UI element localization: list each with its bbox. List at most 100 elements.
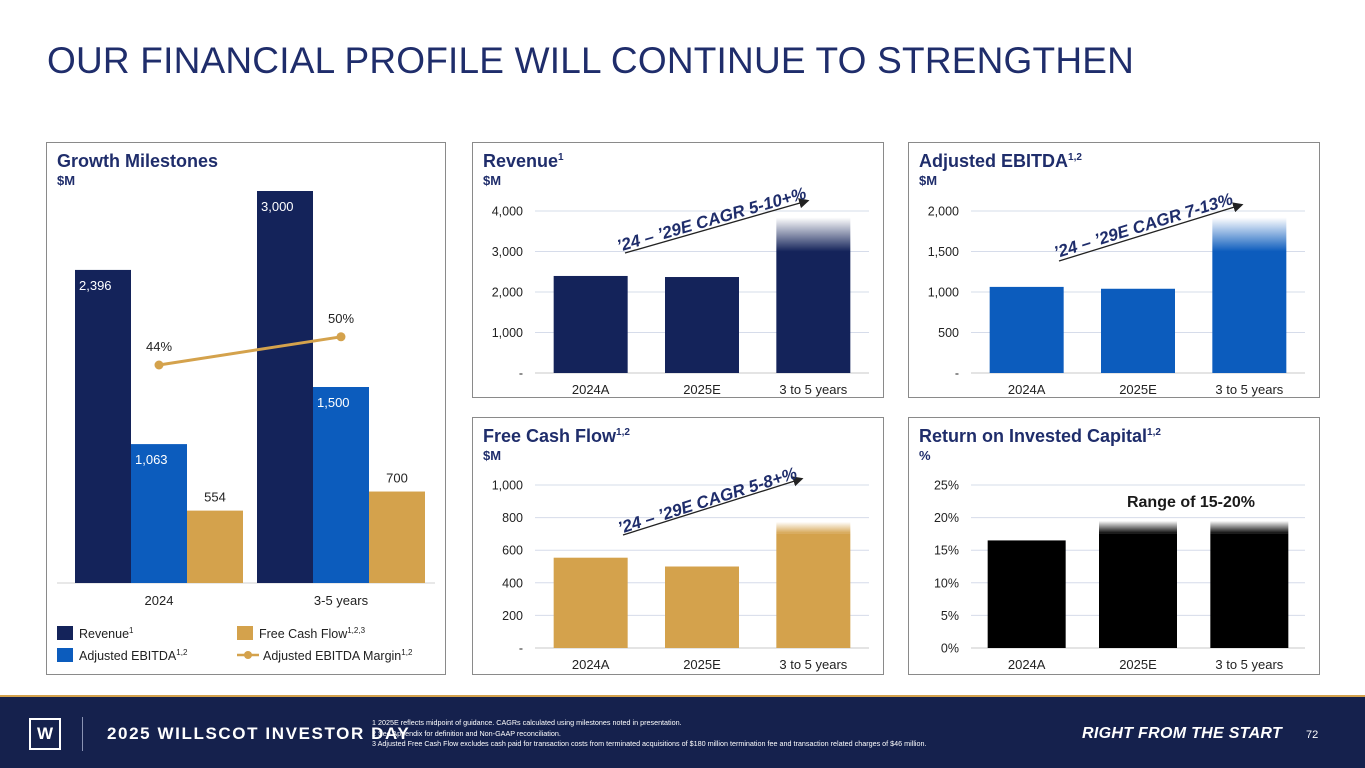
svg-revenue-tick-label: 3,000: [492, 245, 523, 259]
growth-category-label: 3-5 years: [314, 593, 369, 608]
legend-adj-ebitda-sup: 1,2: [176, 648, 188, 657]
revenue-unit: $M: [483, 173, 502, 188]
svg-roic-tick-label: 10%: [934, 576, 959, 590]
svg-fcf-cagr-annotation: ’24 – ’29E CAGR 5-8+%: [615, 464, 799, 538]
growth-milestones-panel: Growth Milestones $M 2,396 1,063 554 2024 3,…: [46, 142, 446, 675]
revenue-title: Revenue1: [483, 151, 564, 172]
growth-bar-1-1: [313, 387, 369, 583]
svg-roic-bar-2: [1210, 533, 1289, 648]
svg-revenue-bar-0: [553, 275, 628, 373]
svg-revenue-tick-label: 4,000: [492, 205, 523, 219]
roic-unit: %: [919, 448, 931, 463]
svg-revenue-cagr-arrow: [624, 198, 810, 254]
svg-fcf-cagr-arrow: [622, 476, 804, 536]
fcf-chart: - 200 400 600 800 1,000 2024A 2025E 3 to 5 years…: [492, 464, 869, 672]
legend-margin-sup: 1,2: [401, 648, 413, 657]
page-title: OUR FINANCIAL PROFILE WILL CONTINUE TO S…: [47, 40, 1135, 81]
svg-roic-bar-0: [987, 540, 1066, 648]
svg-roic-tick-label: 20%: [934, 511, 959, 525]
margin-line: [158, 335, 342, 367]
legend-revenue: Revenue1: [57, 626, 134, 641]
growth-data-label: 1,500: [317, 395, 350, 410]
legend-fcf-sup: 1,2,3: [347, 626, 366, 635]
svg-fcf-tick-label: 600: [502, 544, 523, 558]
legend-margin-label: Adjusted EBITDA Margin: [263, 649, 402, 664]
fcf-panel: Free Cash Flow1,2 $M - 200 400 600 800 1,000 2…: [472, 417, 884, 675]
footnote-2: 2 See Appendix for definition and Non-GA…: [372, 728, 561, 738]
growth-data-label: 3,000: [261, 199, 294, 214]
legend-adj-ebitda: Adjusted EBITDA1,2: [57, 648, 187, 663]
growth-bar-1-0: [131, 444, 187, 583]
svg-revenue-category-label: 2025E: [683, 382, 721, 397]
svg-fcf-tick-label: 200: [502, 609, 523, 623]
svg-ebitda-bar-0: [989, 286, 1064, 373]
growth-unit: $M: [57, 173, 76, 188]
svg-fcf-bar-1: [665, 566, 739, 648]
svg-fcf-bar-fade-2: [776, 521, 851, 534]
svg-revenue-tick-label: -: [519, 367, 523, 381]
roic-chart: 0% 5% 10% 15% 20% 25% 2024A 2025E 3 to 5 years Ra…: [934, 479, 1305, 672]
footnote-1: 1 2025E reflects midpoint of guidance. C…: [372, 718, 682, 727]
legend-margin-swatch: [237, 651, 259, 660]
revenue-chart: - 1,000 2,000 3,000 4,000 2024A 2025E 3 to 5 ye…: [492, 184, 869, 397]
svg-ebitda-bar-fade-2: [1212, 217, 1287, 252]
svg-fcf-bar-0: [553, 557, 628, 648]
svg-ebitda-tick-label: 2,000: [928, 205, 959, 219]
svg-roic-tick-label: 0%: [941, 642, 959, 656]
footer-bar: [0, 697, 1365, 768]
legend-fcf-swatch: [237, 626, 253, 641]
fcf-unit: $M: [483, 448, 502, 463]
svg-roic-tick-label: 25%: [934, 479, 959, 493]
legend-adj-ebitda-swatch: [57, 648, 73, 663]
legend-revenue-sup: 1: [129, 626, 134, 635]
svg-ebitda-category-label: 2024A: [1008, 382, 1046, 397]
svg-fcf-category-label: 2025E: [683, 657, 721, 672]
svg-revenue-category-label: 2024A: [572, 382, 610, 397]
svg-roic-bar-fade-2: [1210, 520, 1289, 534]
roic-title-sup: 1,2: [1147, 427, 1161, 438]
tagline: RIGHT FROM THE START: [1082, 725, 1283, 742]
growth-data-label: 2,396: [79, 278, 112, 293]
legend-revenue-swatch: [57, 626, 73, 641]
svg-fcf-tick-label: -: [519, 642, 523, 656]
svg-ebitda-bar-2: [1212, 251, 1287, 373]
svg-ebitda-category-label: 3 to 5 years: [1215, 382, 1283, 397]
svg-revenue-bar-1: [665, 277, 739, 373]
svg-ebitda-category-label: 2025E: [1119, 382, 1157, 397]
svg-fcf-category-label: 2024A: [572, 657, 610, 672]
svg-ebitda-bar-1: [1101, 288, 1175, 373]
svg-revenue-category-label: 3 to 5 years: [779, 382, 847, 397]
roic-title-text: Return on Invested Capital: [919, 426, 1148, 446]
svg-fcf-category-label: 3 to 5 years: [779, 657, 847, 672]
svg-revenue-bar-fade-2: [776, 217, 851, 252]
revenue-panel: Revenue1 $M - 1,000 2,000 3,000 4,000 2024A 20…: [472, 142, 884, 398]
svg-roic-category-label: 2024A: [1008, 657, 1046, 672]
legend-margin: Adjusted EBITDA Margin1,2: [237, 648, 412, 663]
ebitda-chart: - 500 1,000 1,500 2,000 2024A 2025E 3 to 5 year…: [928, 189, 1305, 397]
margin-point-0: [154, 360, 164, 370]
legend-fcf: Free Cash Flow1,2,3: [237, 626, 365, 641]
svg-roic-category-label: 2025E: [1119, 657, 1157, 672]
footnotes: 1 2025E reflects midpoint of guidance. C…: [372, 718, 927, 750]
page-number: 72: [1306, 729, 1319, 741]
revenue-title-sup: 1: [558, 152, 564, 163]
roic-panel: Return on Invested Capital1,2 % 0% 5% 10% 1…: [908, 417, 1320, 675]
legend-revenue-label: Revenue: [79, 627, 130, 642]
footnote-3: 3 Adjusted Free Cash Flow excludes cash …: [372, 739, 927, 748]
svg-roic-tick-label: 5%: [941, 609, 959, 623]
revenue-title-text: Revenue: [483, 151, 559, 171]
ebitda-title-sup: 1,2: [1068, 152, 1082, 163]
svg-ebitda-tick-label: 1,000: [928, 286, 959, 300]
roic-title: Return on Invested Capital1,2: [919, 426, 1161, 447]
growth-bar-0-1: [257, 191, 313, 583]
svg-ebitda-cagr-arrow: [1058, 202, 1244, 262]
ebitda-title: Adjusted EBITDA1,2: [919, 151, 1082, 172]
svg-roic-tick-label: 15%: [934, 544, 959, 558]
ebitda-unit: $M: [919, 173, 938, 188]
svg-fcf-tick-label: 1,000: [492, 479, 523, 493]
ebitda-title-text: Adjusted EBITDA: [919, 151, 1069, 171]
legend-adj-ebitda-label: Adjusted EBITDA: [79, 649, 177, 664]
fcf-title-sup: 1,2: [616, 427, 630, 438]
svg-fcf-bar-2: [776, 533, 851, 648]
svg-roic-bar-fade-1: [1099, 520, 1177, 534]
